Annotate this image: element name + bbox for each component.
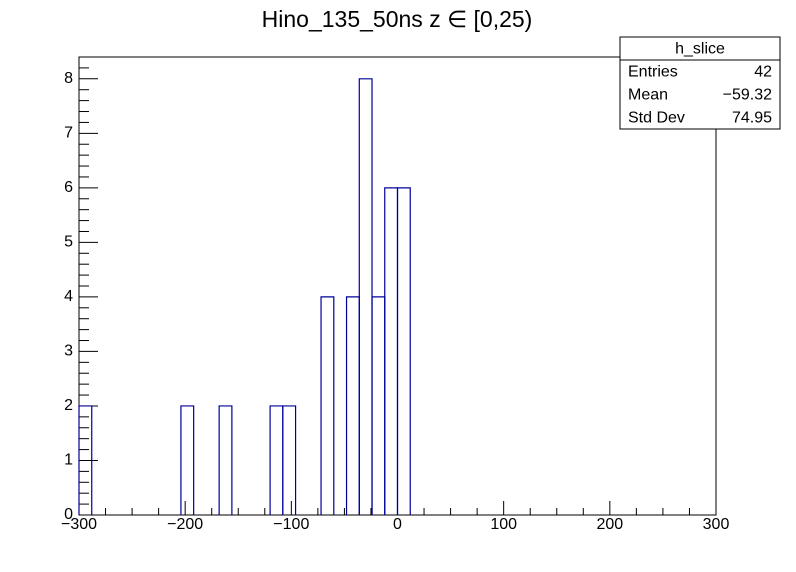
- x-tick-label: 100: [490, 516, 517, 533]
- stats-value: 74.95: [732, 110, 772, 127]
- x-tick-label: 300: [703, 516, 730, 533]
- x-tick-label: 0: [393, 516, 402, 533]
- histogram-bar: [320, 296, 335, 515]
- histogram-bar: [180, 405, 195, 515]
- y-tick-label: 6: [64, 179, 73, 196]
- chart-title: Hino_135_50ns z ∈ [0,25): [262, 6, 533, 32]
- histogram-bar: [396, 187, 411, 515]
- y-tick-label: 1: [64, 452, 73, 469]
- y-tick-label: 0: [64, 506, 73, 523]
- x-tick-label: −200: [167, 516, 203, 533]
- y-tick-label: 8: [64, 70, 73, 87]
- y-tick-label: 7: [64, 125, 73, 142]
- histogram-bar: [282, 405, 297, 515]
- stats-label: Entries: [628, 64, 678, 81]
- stats-value: −59.32: [723, 87, 772, 104]
- histogram-bar: [218, 405, 233, 515]
- x-tick-label: 200: [596, 516, 623, 533]
- y-tick-label: 3: [64, 343, 73, 360]
- x-tick-label: −300: [61, 516, 97, 533]
- y-tick-label: 5: [64, 234, 73, 251]
- stats-label: Std Dev: [628, 110, 685, 127]
- stats-label: Mean: [628, 87, 668, 104]
- stats-value: 42: [754, 64, 772, 81]
- y-tick-label: 4: [64, 288, 73, 305]
- x-tick-label: −100: [273, 516, 309, 533]
- stats-box: [619, 36, 781, 130]
- histogram-bar: [78, 405, 93, 515]
- y-tick-label: 2: [64, 397, 73, 414]
- stats-title: h_slice: [675, 41, 725, 58]
